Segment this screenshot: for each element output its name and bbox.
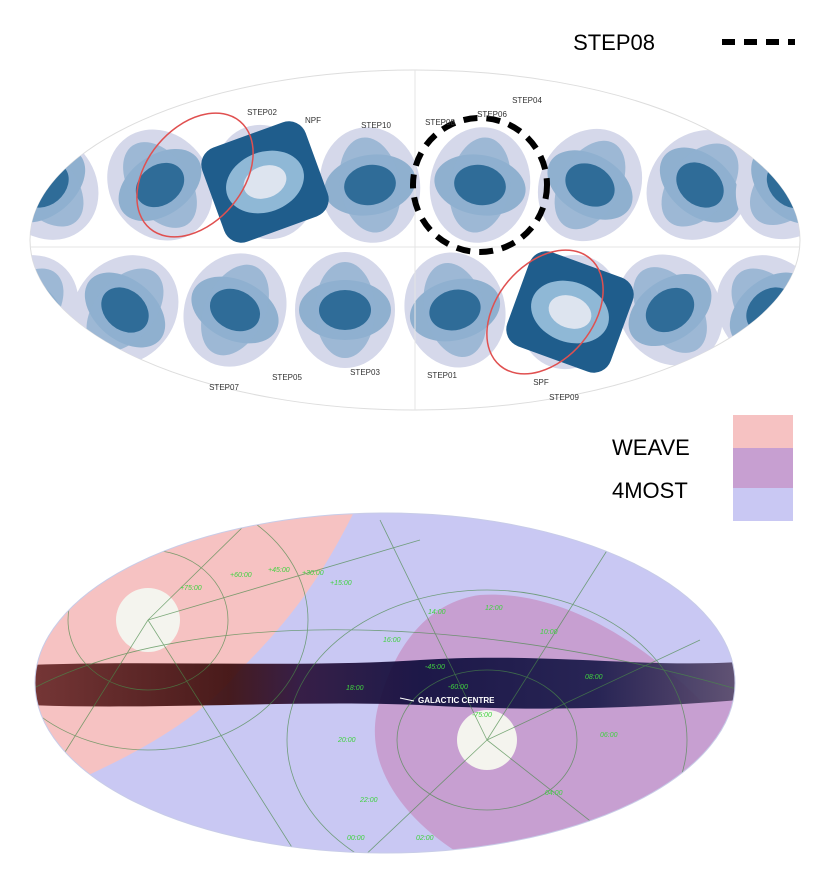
field-core: [209, 288, 261, 332]
legend-swatch: [733, 415, 793, 448]
field-label: STEP05: [272, 373, 302, 382]
grid-label: +30:00: [302, 570, 324, 577]
grid-label: 08:00: [585, 674, 603, 681]
field-core-light: [243, 165, 287, 199]
field-core: [676, 162, 724, 208]
field: [183, 253, 287, 367]
legend-label: STEP08: [573, 30, 655, 55]
annotation: GALACTIC CENTRE: [418, 696, 495, 705]
field: [71, 255, 179, 365]
field-label: STEP06: [477, 110, 507, 119]
field-label: STEP09: [549, 393, 579, 402]
field-core: [319, 290, 371, 330]
bottom-map: [35, 513, 735, 853]
grid: [30, 70, 800, 410]
field-core: [135, 162, 185, 208]
field: [201, 121, 329, 243]
grid-label: 22:00: [359, 797, 378, 804]
grid-label: +75:00: [180, 585, 202, 592]
grid-label: 10:00: [540, 629, 558, 636]
field: [506, 251, 634, 373]
grid-label: 00:00: [347, 835, 365, 842]
field: [107, 129, 213, 241]
legend-label: WEAVE: [612, 435, 690, 460]
grid-label: -60:00: [448, 684, 468, 691]
bottom-sky-outline: [34, 512, 736, 854]
grid-label: 06:00: [600, 732, 618, 739]
red-outline: [486, 249, 604, 375]
labels: STEP02 NPF STEP10 STEP08 STEP06 STEP04 STEP07 S…: [180, 96, 618, 842]
legend-swatch: [733, 448, 793, 488]
field: [646, 130, 754, 240]
grid-label: +45:00: [268, 567, 290, 574]
field-label: STEP08: [425, 118, 455, 127]
legend-label: 4MOST: [612, 478, 688, 503]
legend-swatch: [733, 488, 793, 521]
field-label: NPF: [305, 116, 321, 125]
grid-label: 14:00: [428, 609, 446, 616]
grid-label: +15:00: [330, 580, 352, 587]
annotation-arrow: [399, 697, 415, 702]
field-label: STEP01: [427, 371, 457, 380]
field-core: [344, 164, 396, 206]
field: [404, 252, 506, 368]
field-label: SPF: [533, 378, 549, 387]
field-core: [565, 163, 615, 207]
field-core: [645, 287, 695, 333]
grid-label: 12:00: [485, 605, 503, 612]
milky-way: [35, 657, 735, 709]
field-label: STEP07: [209, 383, 239, 392]
field-label: STEP03: [350, 368, 380, 377]
field-core: [454, 164, 506, 206]
step08-circle: [410, 115, 550, 255]
region-weave-only: [35, 513, 355, 800]
field: [295, 252, 395, 368]
field-label: STEP04: [512, 96, 542, 105]
field-core: [429, 289, 481, 331]
grid-label: 20:00: [337, 737, 356, 744]
field-label: STEP02: [247, 108, 277, 117]
grid-label: 04:00: [545, 790, 563, 797]
grid-label: 02:00: [416, 835, 434, 842]
grid-label: 18:00: [346, 685, 364, 692]
red-outline: [136, 112, 254, 238]
grid-label: 16:00: [383, 637, 401, 644]
field: [429, 127, 531, 243]
field: [319, 127, 421, 243]
grid-label: +60:00: [230, 572, 252, 579]
field: [617, 254, 723, 366]
grid-label: -75:00: [472, 712, 492, 719]
field: [537, 128, 643, 242]
grid: [35, 513, 735, 853]
field-core: [101, 287, 149, 333]
field-label: STEP10: [361, 121, 391, 130]
field-core-light: [548, 295, 592, 329]
grid-label: -45:00: [425, 664, 445, 671]
